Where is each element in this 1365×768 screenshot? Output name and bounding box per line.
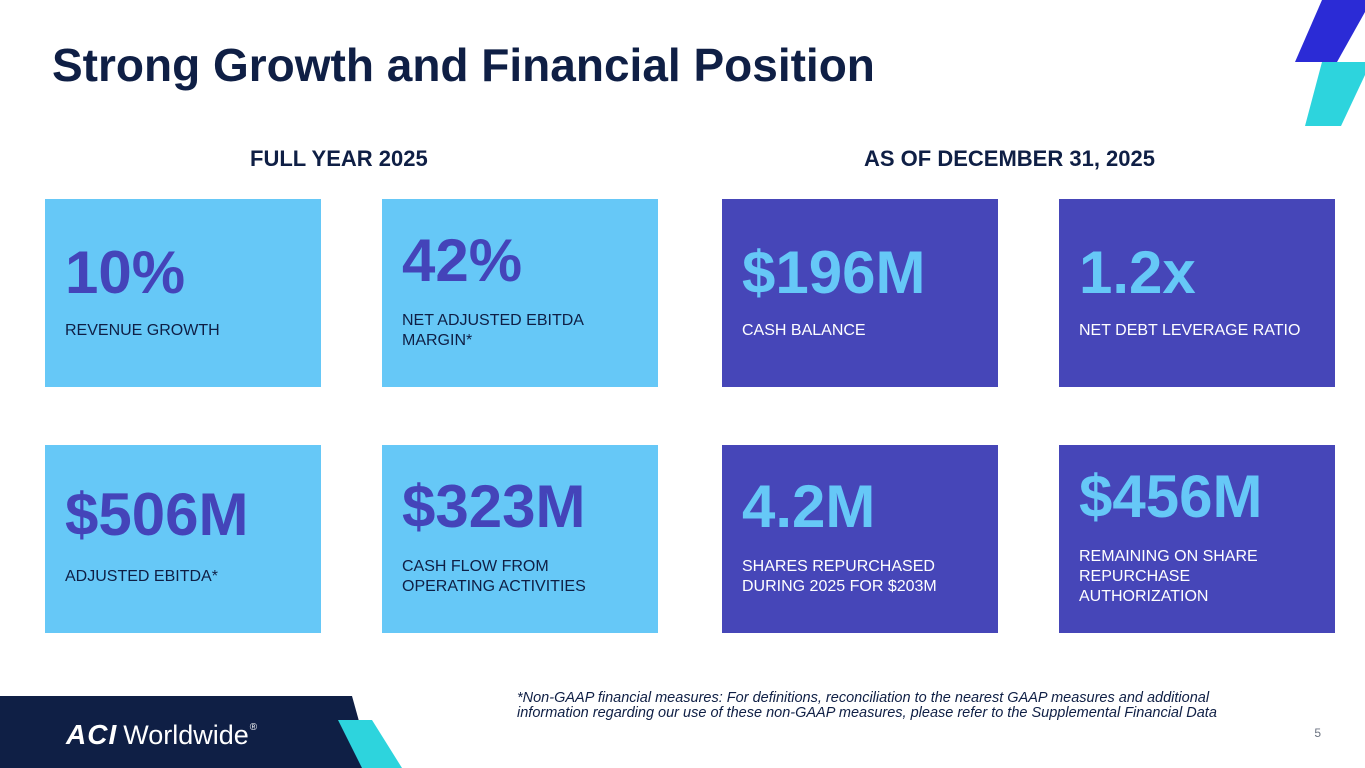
page-title: Strong Growth and Financial Position xyxy=(52,39,875,91)
metric-value: $323M xyxy=(402,473,586,540)
metric-label: REVENUE GROWTH xyxy=(65,322,220,339)
metric-label: ADJUSTED EBITDA* xyxy=(65,568,218,585)
metric-label: CASH FLOW FROM OPERATING ACTIVITIES xyxy=(402,558,586,595)
metric-card-ebitda-margin: 42% NET ADJUSTED EBITDA MARGIN* xyxy=(382,199,658,387)
metric-value: $456M xyxy=(1079,463,1263,530)
section-heading-full-year: FULL YEAR 2025 xyxy=(250,146,428,171)
corner-decoration xyxy=(1295,0,1365,126)
metric-label: NET ADJUSTED EBITDA MARGIN* xyxy=(402,312,584,349)
metric-card-adjusted-ebitda: $506M ADJUSTED EBITDA* xyxy=(45,445,321,633)
section-heading-as-of: AS OF DECEMBER 31, 2025 xyxy=(864,146,1155,171)
logo-wordmark: Worldwide xyxy=(123,719,249,750)
metric-label: CASH BALANCE xyxy=(742,322,866,339)
metric-label: SHARES REPURCHASED DURING 2025 FOR $203M xyxy=(742,558,937,595)
page-number: 5 xyxy=(1314,726,1321,740)
footnote: *Non-GAAP financial measures: For defini… xyxy=(517,690,1217,721)
metric-value: 4.2M xyxy=(742,473,876,540)
metric-value: $506M xyxy=(65,481,249,548)
metric-card-remaining-authorization: $456M REMAINING ON SHARE REPURCHASE AUTH… xyxy=(1059,445,1335,633)
metric-label: NET DEBT LEVERAGE RATIO xyxy=(1079,322,1301,339)
metric-card-shares-repurchased: 4.2M SHARES REPURCHASED DURING 2025 FOR … xyxy=(722,445,998,633)
footer-bar xyxy=(0,696,402,768)
registered-mark: ® xyxy=(249,722,258,733)
metric-card-cash-balance: $196M CASH BALANCE xyxy=(722,199,998,387)
metric-value: $196M xyxy=(742,239,926,306)
aci-worldwide-logo: ACI Worldwide ® xyxy=(66,719,258,750)
metric-value: 10% xyxy=(65,239,186,306)
metric-card-revenue-growth: 10% REVENUE GROWTH xyxy=(45,199,321,387)
metric-value: 42% xyxy=(402,227,523,294)
metric-card-operating-cash-flow: $323M CASH FLOW FROM OPERATING ACTIVITIE… xyxy=(382,445,658,633)
metric-card-leverage-ratio: 1.2x NET DEBT LEVERAGE RATIO xyxy=(1059,199,1335,387)
metric-label: REMAINING ON SHARE REPURCHASE AUTHORIZAT… xyxy=(1079,548,1258,605)
logo-mark: ACI xyxy=(66,719,118,750)
metric-value: 1.2x xyxy=(1079,239,1196,306)
